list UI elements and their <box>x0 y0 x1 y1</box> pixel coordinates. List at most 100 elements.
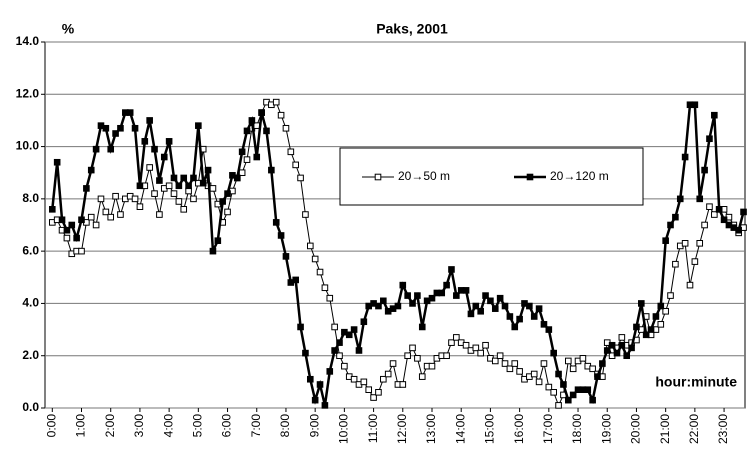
marker <box>83 185 90 192</box>
marker <box>151 190 158 197</box>
marker <box>555 370 562 378</box>
marker <box>311 255 319 263</box>
marker <box>506 365 514 373</box>
marker <box>107 213 115 221</box>
marker <box>146 164 153 171</box>
marker <box>345 331 353 339</box>
marker <box>691 258 699 265</box>
marker <box>496 352 504 360</box>
x-tick-label: 7:00 <box>249 414 263 438</box>
marker <box>92 145 100 153</box>
marker <box>272 219 280 226</box>
marker <box>331 323 338 331</box>
marker <box>165 182 173 190</box>
marker <box>204 166 212 174</box>
marker <box>341 362 348 370</box>
x-tick-label: 23:00 <box>716 414 730 444</box>
marker <box>589 396 596 404</box>
marker <box>428 362 436 370</box>
x-tick-label: 10:00 <box>337 414 351 444</box>
marker <box>380 297 387 305</box>
marker <box>701 166 708 174</box>
x-tick-label: 5:00 <box>191 414 205 438</box>
marker <box>672 260 679 268</box>
marker <box>414 292 421 299</box>
marker <box>287 148 295 156</box>
marker <box>360 378 368 386</box>
marker <box>331 347 338 354</box>
marker <box>618 341 626 349</box>
marker <box>443 352 450 360</box>
marker <box>87 213 95 221</box>
marker <box>740 208 747 216</box>
marker <box>248 117 256 124</box>
marker <box>326 368 334 375</box>
marker <box>603 347 611 354</box>
marker <box>448 266 455 273</box>
y-tick-label: 6.0 <box>22 243 39 257</box>
marker <box>180 174 188 182</box>
legend-label: 20→120 m <box>550 169 609 183</box>
marker <box>190 195 197 203</box>
marker <box>214 237 222 244</box>
marker <box>638 300 645 307</box>
marker <box>384 370 392 378</box>
marker <box>564 396 572 404</box>
marker <box>443 281 450 289</box>
marker <box>501 360 509 367</box>
x-tick-label: 17:00 <box>541 414 555 444</box>
marker <box>321 402 329 409</box>
marker <box>657 321 665 328</box>
marker <box>711 211 718 218</box>
marker <box>268 166 275 174</box>
marker <box>662 307 669 315</box>
marker <box>550 349 557 357</box>
marker <box>584 386 592 393</box>
marker <box>477 349 484 357</box>
x-tick-label: 1:00 <box>74 414 88 438</box>
marker <box>516 315 523 323</box>
marker <box>409 344 416 352</box>
y-axis-label: % <box>62 21 75 37</box>
y-tick-label: 4.0 <box>22 296 39 310</box>
marker <box>404 352 411 360</box>
x-tick-label: 20:00 <box>629 414 643 444</box>
marker <box>681 153 689 161</box>
marker <box>560 381 567 388</box>
marker <box>263 127 270 135</box>
y-tick-label: 12.0 <box>16 86 40 100</box>
marker <box>209 247 217 255</box>
marker <box>131 124 139 132</box>
marker <box>117 211 124 218</box>
marker <box>628 344 635 352</box>
marker <box>414 355 421 362</box>
marker <box>277 111 285 119</box>
marker <box>92 221 100 229</box>
marker <box>706 203 713 210</box>
marker <box>370 394 377 401</box>
marker <box>302 349 309 357</box>
marker <box>190 174 197 182</box>
marker <box>506 313 514 320</box>
marker <box>550 389 557 396</box>
marker <box>243 156 251 163</box>
marker <box>715 206 723 213</box>
marker <box>253 153 261 161</box>
marker <box>569 391 577 399</box>
marker <box>136 203 144 210</box>
marker <box>112 130 119 137</box>
marker <box>579 355 587 362</box>
marker <box>647 326 655 333</box>
marker <box>613 349 621 357</box>
marker <box>472 344 480 352</box>
marker <box>594 373 601 380</box>
marker <box>302 211 309 218</box>
marker <box>380 375 387 383</box>
marker <box>482 341 489 349</box>
marker <box>49 206 56 213</box>
marker <box>156 177 163 184</box>
x-axis-label: hour:minute <box>655 374 737 390</box>
marker <box>696 240 704 247</box>
